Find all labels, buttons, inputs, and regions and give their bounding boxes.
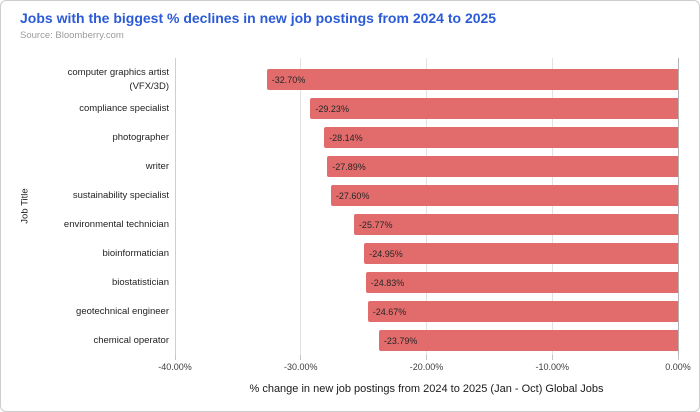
bar: -27.60%	[330, 185, 678, 206]
category-labels: computer graphics artist (VFX/3D) complia…	[9, 58, 169, 355]
x-axis-title: % change in new job postings from 2024 t…	[249, 383, 604, 395]
gridline	[174, 58, 176, 355]
tick-label: -40.00%	[158, 362, 192, 372]
tick-label: -10.00%	[535, 362, 570, 372]
bar-value-label: -29.23%	[315, 103, 349, 114]
bar-value-label: -23.79%	[383, 335, 418, 346]
tick-mark	[551, 355, 553, 360]
bar: -29.23%	[310, 98, 678, 119]
bar: -23.79%	[378, 330, 678, 351]
bar-value-label: -25.77%	[358, 219, 393, 230]
bar-value-label: -27.89%	[332, 161, 366, 172]
bar: -24.95%	[364, 243, 678, 264]
category-label: writer	[145, 160, 169, 172]
tick-mark	[426, 355, 427, 360]
tick-label: 0.00%	[665, 362, 691, 372]
tick-label: -20.00%	[409, 362, 444, 372]
category-label: photographer	[112, 131, 169, 143]
category-label: chemical operator	[93, 334, 169, 346]
tick-mark	[300, 355, 302, 360]
category-label: bioinformatician	[102, 247, 169, 259]
bar: -24.83%	[365, 272, 678, 293]
category-label: sustainability specialist	[72, 189, 169, 201]
gridline	[300, 58, 302, 355]
category-label: geotechnical engineer	[76, 305, 169, 317]
chart-title: Jobs with the biggest % declines in new …	[20, 10, 497, 26]
bar-value-label: -24.95%	[369, 248, 403, 259]
tick-label: -30.00%	[283, 362, 318, 372]
bar: -32.70%	[266, 69, 678, 90]
category-label: compliance specialist	[79, 102, 169, 114]
category-label: biostatistician	[111, 276, 169, 288]
bar-value-label: -32.70%	[271, 74, 306, 85]
tick-mark	[174, 355, 176, 360]
bar-value-label: -24.67%	[372, 306, 407, 317]
bar-value-label: -28.14%	[329, 132, 363, 143]
bar: -27.89%	[327, 156, 678, 177]
gridline	[426, 58, 427, 355]
bar: -25.77%	[353, 214, 678, 235]
category-label: computer graphics artist (VFX/3D)	[67, 66, 169, 92]
bar: -24.67%	[367, 301, 678, 322]
bar-value-label: -24.83%	[370, 277, 405, 288]
gridline	[551, 58, 553, 355]
bar-value-label: -27.60%	[335, 190, 370, 201]
gridline	[677, 58, 679, 355]
plot-area: -32.70% -29.23% -28.14% -27.89% -27.60% -25.7…	[174, 58, 679, 355]
source-note: Source: Bloomberry.com	[20, 30, 124, 41]
x-axis: -40.00% -30.00% -20.00% -10.00% 0.00%	[158, 355, 691, 385]
bar: -28.14%	[324, 127, 678, 148]
tick-mark	[677, 355, 679, 360]
category-label: environmental technician	[63, 218, 169, 230]
